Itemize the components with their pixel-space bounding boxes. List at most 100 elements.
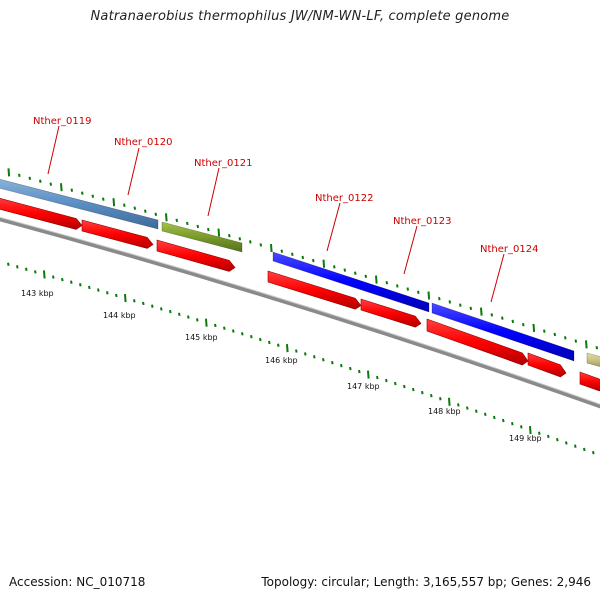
upper-minor-tick — [207, 227, 210, 232]
upper-major-tick — [270, 244, 273, 253]
upper-minor-tick — [574, 339, 578, 343]
scale-minor-tick — [133, 299, 136, 303]
upper-minor-tick — [280, 249, 284, 253]
upper-major-tick — [112, 198, 116, 207]
scale-minor-tick — [421, 390, 424, 395]
upper-minor-tick — [301, 255, 305, 260]
scale-minor-tick — [511, 422, 514, 426]
upper-minor-tick — [249, 240, 252, 244]
scale-minor-tick — [97, 288, 100, 292]
backbone-highlight — [0, 216, 600, 405]
scale-tick-row — [7, 262, 595, 455]
upper-minor-tick — [490, 313, 494, 317]
upper-minor-tick — [385, 281, 389, 285]
upper-major-tick — [375, 275, 378, 284]
scale-label-144: 144 kbp — [103, 311, 136, 320]
scale-minor-tick — [25, 267, 28, 272]
scale-minor-tick — [322, 358, 325, 362]
upper-major-tick — [7, 168, 11, 177]
scale-minor-tick — [214, 323, 217, 328]
upper-minor-tick — [39, 179, 42, 183]
gene-label-nther-0121[interactable]: Nther_0121 — [194, 158, 252, 169]
feature-bar-steelblue — [0, 178, 159, 230]
scale-minor-tick — [403, 384, 406, 389]
scale-label-layer: 143 kbp 144 kbp 145 kbp 146 kbp 147 kbp … — [21, 289, 542, 443]
scale-label-146: 146 kbp — [265, 356, 298, 365]
upper-minor-tick — [144, 209, 147, 213]
scale-minor-tick — [574, 444, 577, 448]
scale-minor-tick — [88, 285, 91, 290]
scale-major-tick — [367, 370, 370, 379]
scale-major-tick — [529, 425, 532, 435]
scale-minor-tick — [565, 441, 568, 445]
gene-label-nther-0120[interactable]: Nther_0120 — [114, 137, 172, 148]
cds-arrow — [81, 219, 154, 249]
scale-minor-tick — [457, 403, 460, 407]
scale-minor-tick — [52, 275, 55, 279]
feature-bar-blue — [272, 251, 430, 313]
scale-minor-tick — [178, 312, 181, 317]
scale-minor-tick — [16, 265, 19, 269]
gene-leader-line — [207, 167, 220, 217]
scale-minor-tick — [484, 412, 487, 416]
upper-minor-tick — [123, 203, 126, 207]
scale-label-148: 148 kbp — [428, 407, 461, 416]
scale-minor-tick — [277, 343, 280, 347]
accession-text: Accession: NC_010718 — [9, 575, 146, 589]
scale-minor-tick — [259, 337, 262, 342]
scale-minor-tick — [196, 318, 199, 322]
gene-label-nther-0122[interactable]: Nther_0122 — [315, 193, 373, 204]
scale-minor-tick — [547, 434, 550, 439]
upper-minor-tick — [595, 345, 599, 350]
gene-leader-line — [403, 225, 418, 275]
backbone-line — [0, 217, 600, 409]
gene-label-nther-0119[interactable]: Nther_0119 — [33, 116, 91, 127]
upper-minor-tick — [459, 303, 462, 307]
scale-minor-tick — [520, 425, 523, 429]
scale-minor-tick — [475, 409, 478, 413]
genome-summary-text: Topology: circular; Length: 3,165,557 bp… — [261, 575, 591, 589]
scale-label-149: 149 kbp — [509, 434, 542, 443]
upper-minor-tick — [312, 258, 315, 263]
scale-minor-tick — [160, 307, 163, 311]
feature-bar-olive — [161, 221, 243, 253]
upper-minor-tick — [18, 173, 21, 178]
scale-label-147: 147 kbp — [347, 382, 380, 391]
gene-label-nther-0124[interactable]: Nther_0124 — [480, 244, 538, 255]
upper-major-tick — [427, 291, 431, 300]
upper-minor-tick — [364, 274, 368, 279]
cds-arrow — [0, 198, 83, 230]
upper-minor-tick — [70, 188, 74, 192]
scale-minor-tick — [340, 363, 343, 368]
scale-minor-tick — [223, 326, 226, 330]
scale-minor-tick — [439, 397, 442, 401]
upper-minor-tick — [28, 176, 32, 180]
gene-leader-line — [47, 125, 60, 175]
upper-minor-tick — [354, 271, 357, 275]
feature-layer — [0, 178, 600, 367]
scale-minor-tick — [376, 375, 379, 380]
gene-label-nther-0123[interactable]: Nther_0123 — [393, 216, 451, 227]
upper-major-tick — [532, 323, 536, 332]
upper-minor-tick — [343, 268, 347, 272]
scale-minor-tick — [115, 293, 118, 298]
scale-major-tick — [448, 397, 451, 406]
upper-major-tick — [217, 228, 221, 237]
upper-minor-tick — [196, 224, 200, 229]
upper-tick-row — [7, 168, 599, 350]
upper-minor-tick — [469, 306, 473, 311]
scale-minor-tick — [250, 334, 253, 339]
cds-arrow — [267, 270, 362, 310]
scale-minor-tick — [295, 349, 298, 353]
scale-minor-tick — [412, 387, 415, 392]
upper-minor-tick — [417, 290, 420, 294]
scale-minor-tick — [592, 450, 595, 455]
upper-minor-tick — [501, 316, 504, 320]
scale-minor-tick — [70, 280, 73, 284]
upper-minor-tick — [186, 221, 189, 226]
scale-minor-tick — [241, 332, 244, 336]
scale-minor-tick — [313, 355, 316, 359]
upper-minor-tick — [238, 237, 242, 241]
upper-minor-tick — [543, 329, 546, 333]
upper-minor-tick — [49, 182, 53, 186]
